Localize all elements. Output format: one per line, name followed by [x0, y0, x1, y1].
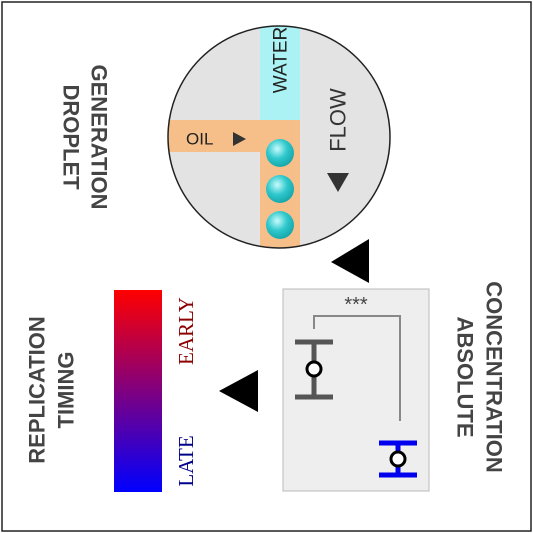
concentration-heading-line1: ABSOLUTE	[453, 317, 478, 438]
late-mean-point	[389, 450, 407, 468]
droplet-3	[266, 211, 294, 239]
water-label: WATER	[271, 27, 292, 94]
droplet-2	[266, 175, 294, 203]
early-mean-point	[305, 360, 323, 378]
droplet-heading-line2: GENERATION	[87, 64, 112, 209]
replication-timing-gradient-bar	[114, 290, 162, 492]
timing-heading-line2: TIMING	[54, 352, 79, 429]
early-marker	[295, 339, 333, 400]
concentration-plot-area	[282, 288, 430, 492]
replication-timing-panel: EARLY LATE REPLICATION TIMING	[25, 290, 198, 492]
droplet-heading-line1: DROPLET	[59, 84, 84, 190]
absolute-concentration-panel: *** ABSOLUTE CONCENTRATION	[282, 281, 507, 492]
flow-label: FLOW	[326, 88, 351, 152]
water-channel	[260, 26, 300, 120]
early-label: EARLY	[174, 297, 198, 365]
significance-label: ***	[344, 294, 368, 316]
timing-heading-line1: REPLICATION	[25, 316, 50, 463]
oil-label: OIL	[186, 130, 213, 149]
concentration-heading-line2: CONCENTRATION	[482, 281, 507, 472]
step-arrow-icon-2	[219, 370, 258, 412]
significance-bracket	[313, 315, 401, 421]
droplet-1	[266, 139, 294, 167]
droplet-generation-panel: WATER FLOW OIL DROPLET GENERATION	[59, 25, 391, 249]
oil-arrow-icon	[233, 132, 246, 146]
flow-arrow-icon	[327, 173, 349, 192]
microfluidic-circle-border	[167, 25, 391, 249]
late-label: LATE	[174, 435, 198, 486]
step-arrow-icon-1	[331, 239, 369, 283]
late-marker	[379, 440, 417, 478]
